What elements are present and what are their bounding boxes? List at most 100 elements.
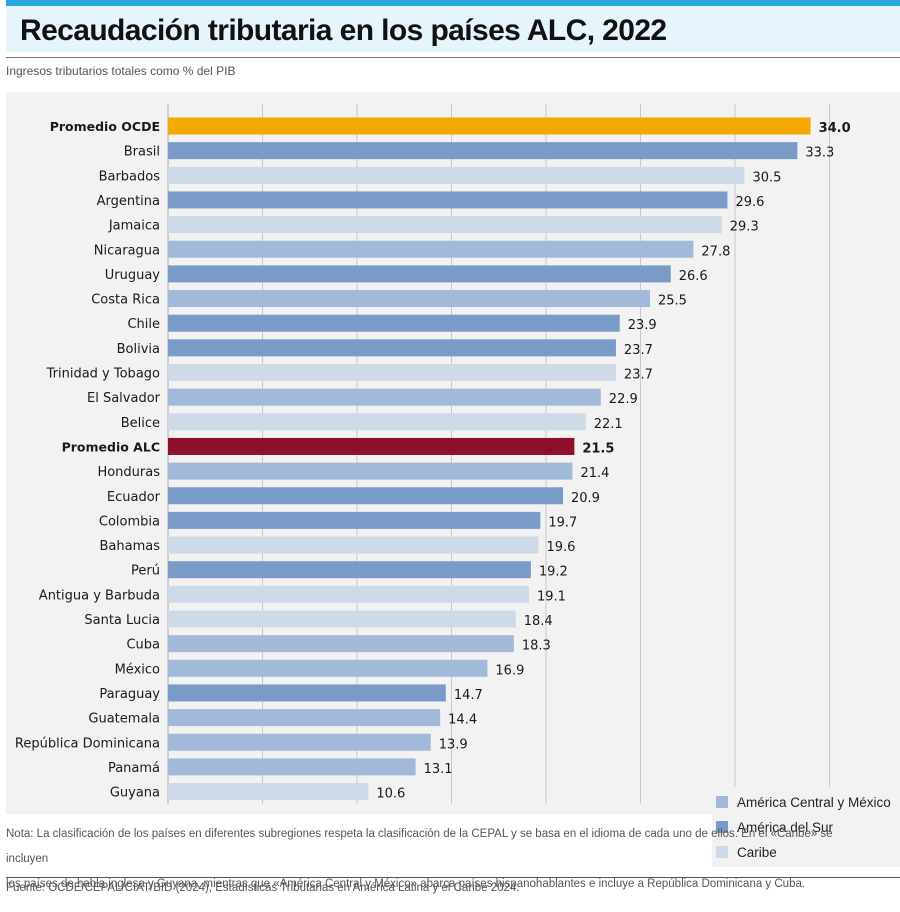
- category-label: Colombia: [99, 514, 160, 529]
- bar: [168, 142, 798, 160]
- bar: [168, 733, 431, 751]
- footnote-line-1: Nota: La clasificación de los países en …: [6, 828, 833, 865]
- category-label: Ecuador: [107, 490, 161, 505]
- category-label: México: [115, 662, 160, 677]
- legend-label-caribe: Caribe: [737, 844, 777, 860]
- value-label: 14.4: [448, 713, 477, 728]
- category-label: Brasil: [124, 145, 160, 160]
- legend-label-sur: América del Sur: [737, 819, 834, 835]
- category-label: República Dominicana: [15, 736, 160, 751]
- bar: [168, 758, 416, 776]
- bar: [168, 635, 514, 653]
- bar: [168, 783, 369, 801]
- legend-item-central: América Central y México: [716, 793, 891, 811]
- category-label: Trinidad y Tobago: [46, 367, 160, 382]
- bar: [168, 364, 616, 381]
- category-label: Bahamas: [100, 539, 161, 554]
- value-label: 18.3: [522, 639, 551, 654]
- category-label: Guyana: [110, 786, 160, 801]
- value-label: 21.5: [582, 441, 614, 456]
- bar: [168, 265, 671, 283]
- title-divider: [6, 57, 900, 58]
- bar: [168, 117, 811, 135]
- value-label: 33.3: [805, 146, 834, 161]
- bar: [168, 536, 539, 554]
- value-label: 27.8: [701, 244, 730, 259]
- value-label: 22.9: [609, 392, 638, 407]
- bar: [168, 561, 531, 579]
- category-label: Promedio OCDE: [50, 119, 160, 134]
- value-label: 22.1: [594, 417, 623, 432]
- category-label: Panamá: [108, 761, 160, 776]
- legend-item-caribe: Caribe: [716, 843, 777, 861]
- category-label: Cuba: [126, 638, 160, 653]
- value-label: 16.9: [495, 663, 524, 678]
- legend-label-central: América Central y México: [737, 794, 891, 810]
- value-label: 19.2: [539, 565, 568, 580]
- chart-legend: América Central y México América del Sur…: [712, 787, 900, 867]
- value-label: 23.7: [624, 343, 653, 358]
- category-label: El Salvador: [87, 391, 161, 406]
- bar: [168, 413, 586, 431]
- category-label: Uruguay: [105, 268, 161, 283]
- category-label: Paraguay: [99, 687, 160, 702]
- value-label: 19.7: [548, 515, 577, 530]
- bar: [168, 166, 745, 184]
- value-label: 20.9: [571, 491, 600, 506]
- bar: [168, 659, 488, 677]
- category-label: Nicaragua: [94, 243, 160, 258]
- chart-subtitle: Ingresos tributarios totales como % del …: [6, 64, 236, 78]
- footnote-line-2: los países de habla inglesa y Guyana, mi…: [6, 878, 806, 890]
- category-label: Jamaica: [108, 219, 160, 234]
- value-label: 26.6: [679, 269, 708, 284]
- value-label: 18.4: [524, 614, 553, 629]
- bar: [168, 339, 616, 357]
- category-label: Promedio ALC: [62, 439, 160, 454]
- value-label: 10.6: [376, 787, 405, 802]
- value-label: 23.9: [628, 318, 657, 333]
- value-label: 13.1: [424, 762, 453, 777]
- category-label: Bolivia: [117, 342, 160, 357]
- category-label: Honduras: [97, 465, 160, 480]
- bar: [168, 191, 728, 209]
- bar: [168, 388, 601, 406]
- category-label: Belice: [121, 416, 160, 431]
- bar: [168, 240, 694, 258]
- category-label: Antigua y Barbuda: [39, 588, 160, 603]
- value-label: 29.3: [730, 220, 759, 235]
- bar: [168, 610, 516, 628]
- category-label: Argentina: [97, 194, 160, 209]
- value-label: 19.1: [537, 589, 566, 604]
- chart-title: Recaudación tributaria en los países ALC…: [20, 14, 667, 47]
- legend-swatch-central: [716, 796, 728, 808]
- footer-divider: [6, 877, 900, 878]
- bar: [168, 437, 575, 455]
- footnote: Nota: La clasificación de los países en …: [6, 822, 876, 897]
- value-label: 19.6: [546, 540, 575, 555]
- category-label: Santa Lucia: [84, 613, 160, 628]
- value-label: 21.4: [580, 466, 609, 481]
- title-banner: Recaudación tributaria en los países ALC…: [6, 6, 900, 52]
- legend-item-sur: América del Sur: [716, 818, 833, 836]
- source-line: Fuente: OCDE/CEPAL/CIAT/BID (2024), Esta…: [6, 882, 520, 894]
- bar: [168, 709, 441, 727]
- category-label: Chile: [127, 317, 160, 332]
- value-label: 14.7: [454, 688, 483, 703]
- category-label: Perú: [131, 564, 160, 579]
- top-accent-rule: [6, 0, 900, 6]
- value-label: 29.6: [735, 195, 764, 210]
- bar: [168, 290, 650, 308]
- category-label: Barbados: [99, 169, 161, 184]
- category-label: Guatemala: [88, 712, 160, 727]
- value-label: 30.5: [752, 170, 781, 185]
- value-label: 13.9: [439, 737, 468, 752]
- bar: [168, 487, 564, 505]
- bar: [168, 462, 573, 480]
- bar: [168, 216, 722, 234]
- legend-swatch-sur: [716, 821, 728, 833]
- value-label: 34.0: [819, 121, 851, 136]
- category-label: Costa Rica: [91, 293, 160, 308]
- bar: [168, 511, 541, 529]
- bar: [168, 585, 529, 603]
- legend-swatch-caribe: [716, 846, 728, 858]
